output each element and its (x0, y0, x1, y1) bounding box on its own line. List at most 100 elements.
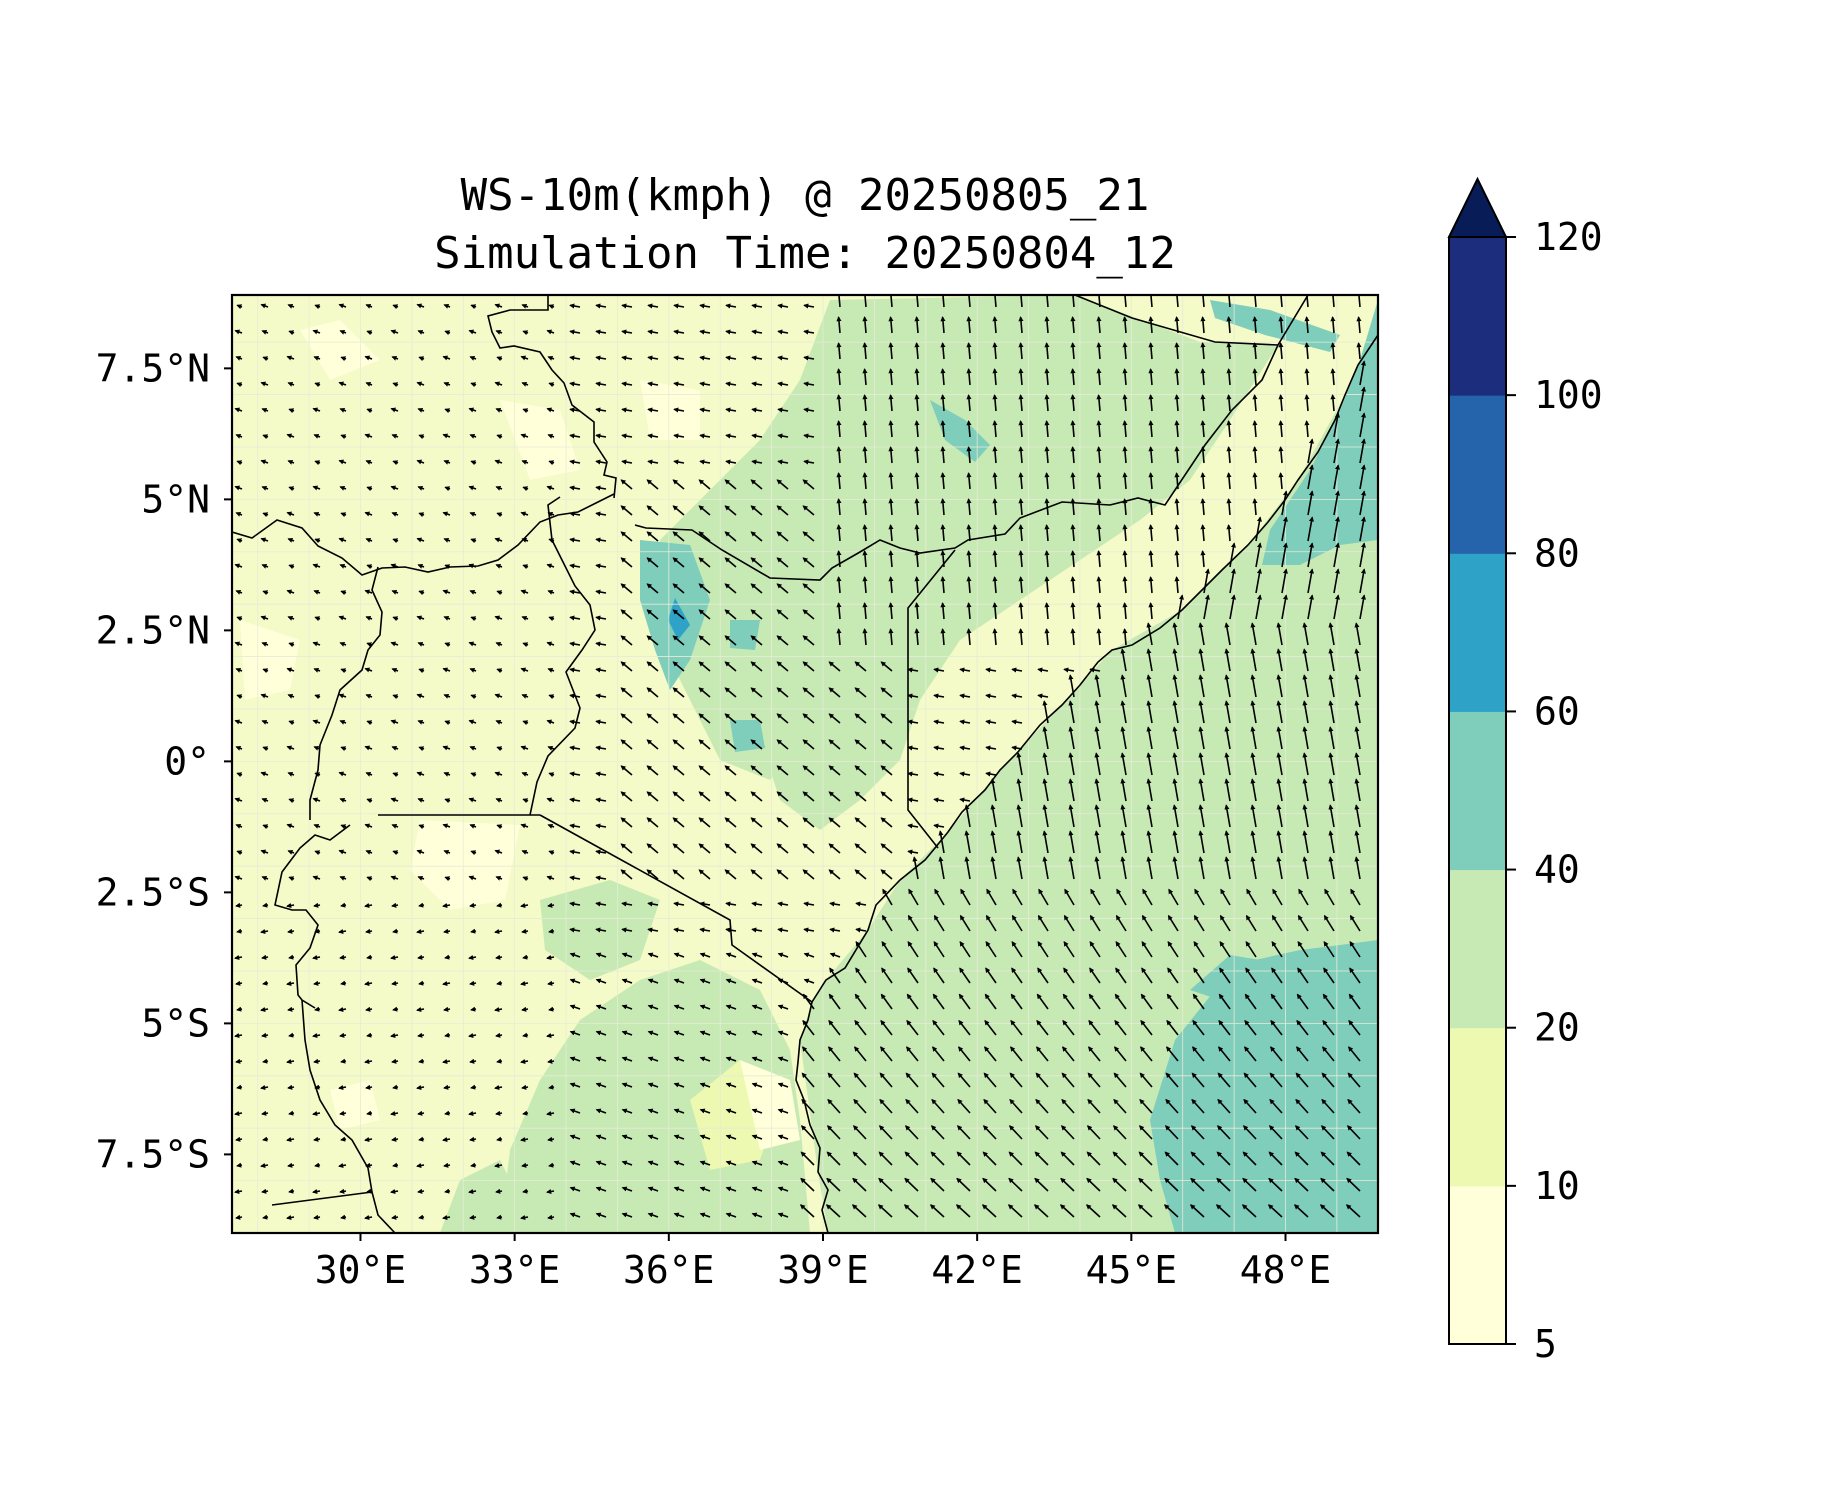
wind-arrow (365, 615, 373, 621)
wind-arrow (1044, 550, 1050, 568)
wind-arrow (1255, 568, 1263, 594)
wind-arrow (1354, 622, 1361, 646)
wind-arrow (1122, 602, 1128, 620)
wind-arrow (339, 563, 347, 569)
wind-arrow (750, 479, 763, 490)
wind-arrow (288, 1188, 295, 1194)
wind-arrow (365, 303, 373, 309)
wind-arrow (1122, 316, 1128, 334)
wind-arrow (836, 602, 842, 620)
wind-arrow (236, 772, 243, 778)
wind-arrow (1359, 412, 1367, 438)
wind-arrow (914, 628, 920, 646)
wind-arrow (724, 479, 737, 490)
wind-arrow (235, 667, 243, 673)
wind-arrow (339, 1032, 347, 1038)
wind-arrow (672, 661, 685, 672)
wind-arrow (940, 576, 946, 594)
wind-arrow (672, 557, 685, 568)
wind-arrow (1203, 594, 1211, 620)
wind-arrow (620, 713, 633, 724)
wind-arrow (940, 550, 946, 568)
wind-arrow (287, 615, 295, 621)
wind-arrow (862, 420, 868, 438)
tanzania-south-border (271, 1191, 373, 1206)
wind-arrow (443, 615, 451, 621)
wind-arrow (286, 589, 295, 595)
wind-arrow (888, 628, 894, 646)
wind-arrow (235, 1214, 243, 1220)
wind-arrow (444, 1188, 451, 1194)
wind-arrow (620, 583, 633, 594)
wind-arrow (1122, 628, 1128, 646)
wind-arrow (673, 355, 685, 361)
wind-arrow (468, 719, 477, 725)
wind-arrow (1307, 594, 1315, 620)
wind-arrow (1096, 368, 1102, 386)
wind-arrow (1226, 498, 1232, 516)
wind-arrow (287, 771, 295, 777)
colorbar-tick-label: 5 (1534, 1322, 1557, 1366)
wind-arrow (287, 537, 295, 543)
wind-arrow (595, 615, 607, 621)
wind-arrow (803, 381, 815, 387)
colorbar-tick: 20 (1506, 1006, 1580, 1050)
wind-arrow (338, 693, 347, 699)
wind-arrow (547, 355, 555, 361)
wind-arrow (1200, 498, 1206, 516)
wind-arrow (339, 1188, 347, 1194)
wind-arrow (862, 394, 868, 412)
wind-arrow (1148, 342, 1154, 360)
wind-arrow (966, 342, 972, 360)
wind-arrow (547, 902, 555, 908)
wind-arrow (548, 1162, 555, 1168)
wind-arrow (443, 1084, 451, 1090)
wind-arrow (365, 928, 373, 934)
wind-arrow (1044, 446, 1050, 464)
wind-arrow (548, 694, 555, 700)
wind-arrow (313, 1136, 321, 1142)
wind-arrow (1224, 648, 1231, 672)
wind-arrow (1359, 464, 1367, 490)
wind-arrow (314, 928, 321, 934)
wind-arrow (992, 550, 998, 568)
wind-arrow (444, 642, 451, 648)
wind-arrow (1011, 745, 1023, 751)
wind-arrow (750, 505, 763, 516)
wind-arrow (547, 589, 555, 595)
wind-arrow (724, 739, 737, 750)
wind-arrow (1070, 342, 1076, 360)
wind-arrow (235, 589, 243, 595)
wind-arrow (725, 329, 737, 335)
wind-arrow (1122, 295, 1128, 308)
wind-arrow (235, 902, 243, 908)
wind-arrow (443, 537, 451, 543)
wind-arrow (836, 550, 842, 568)
wind-arrow (418, 434, 425, 440)
wind-arrow (569, 433, 581, 439)
wind-arrow (1011, 719, 1023, 725)
colorbar-segment (1449, 869, 1506, 1029)
wind-arrow (595, 511, 607, 517)
wind-arrow (496, 1058, 503, 1064)
wind-arrow (940, 524, 946, 542)
wind-arrow (836, 368, 842, 386)
wind-arrow (966, 472, 972, 490)
wind-arrow (340, 980, 347, 986)
wind-arrow (548, 616, 555, 622)
wind-arrow (547, 745, 555, 751)
wind-arrow (862, 446, 868, 464)
wind-arrow (1096, 342, 1102, 360)
wind-arrow (340, 590, 347, 596)
wind-arrow (366, 1032, 373, 1038)
wind-arrow (391, 745, 399, 751)
wind-arrow (1037, 693, 1049, 699)
wind-arrow (620, 479, 633, 490)
wind-arrow (1356, 295, 1362, 308)
wind-arrow (646, 531, 659, 542)
wind-arrow (391, 355, 399, 361)
wind-arrow (1333, 594, 1341, 620)
wind-arrow (992, 295, 998, 308)
wind-arrow (620, 687, 633, 698)
wind-arrow (1174, 316, 1180, 334)
